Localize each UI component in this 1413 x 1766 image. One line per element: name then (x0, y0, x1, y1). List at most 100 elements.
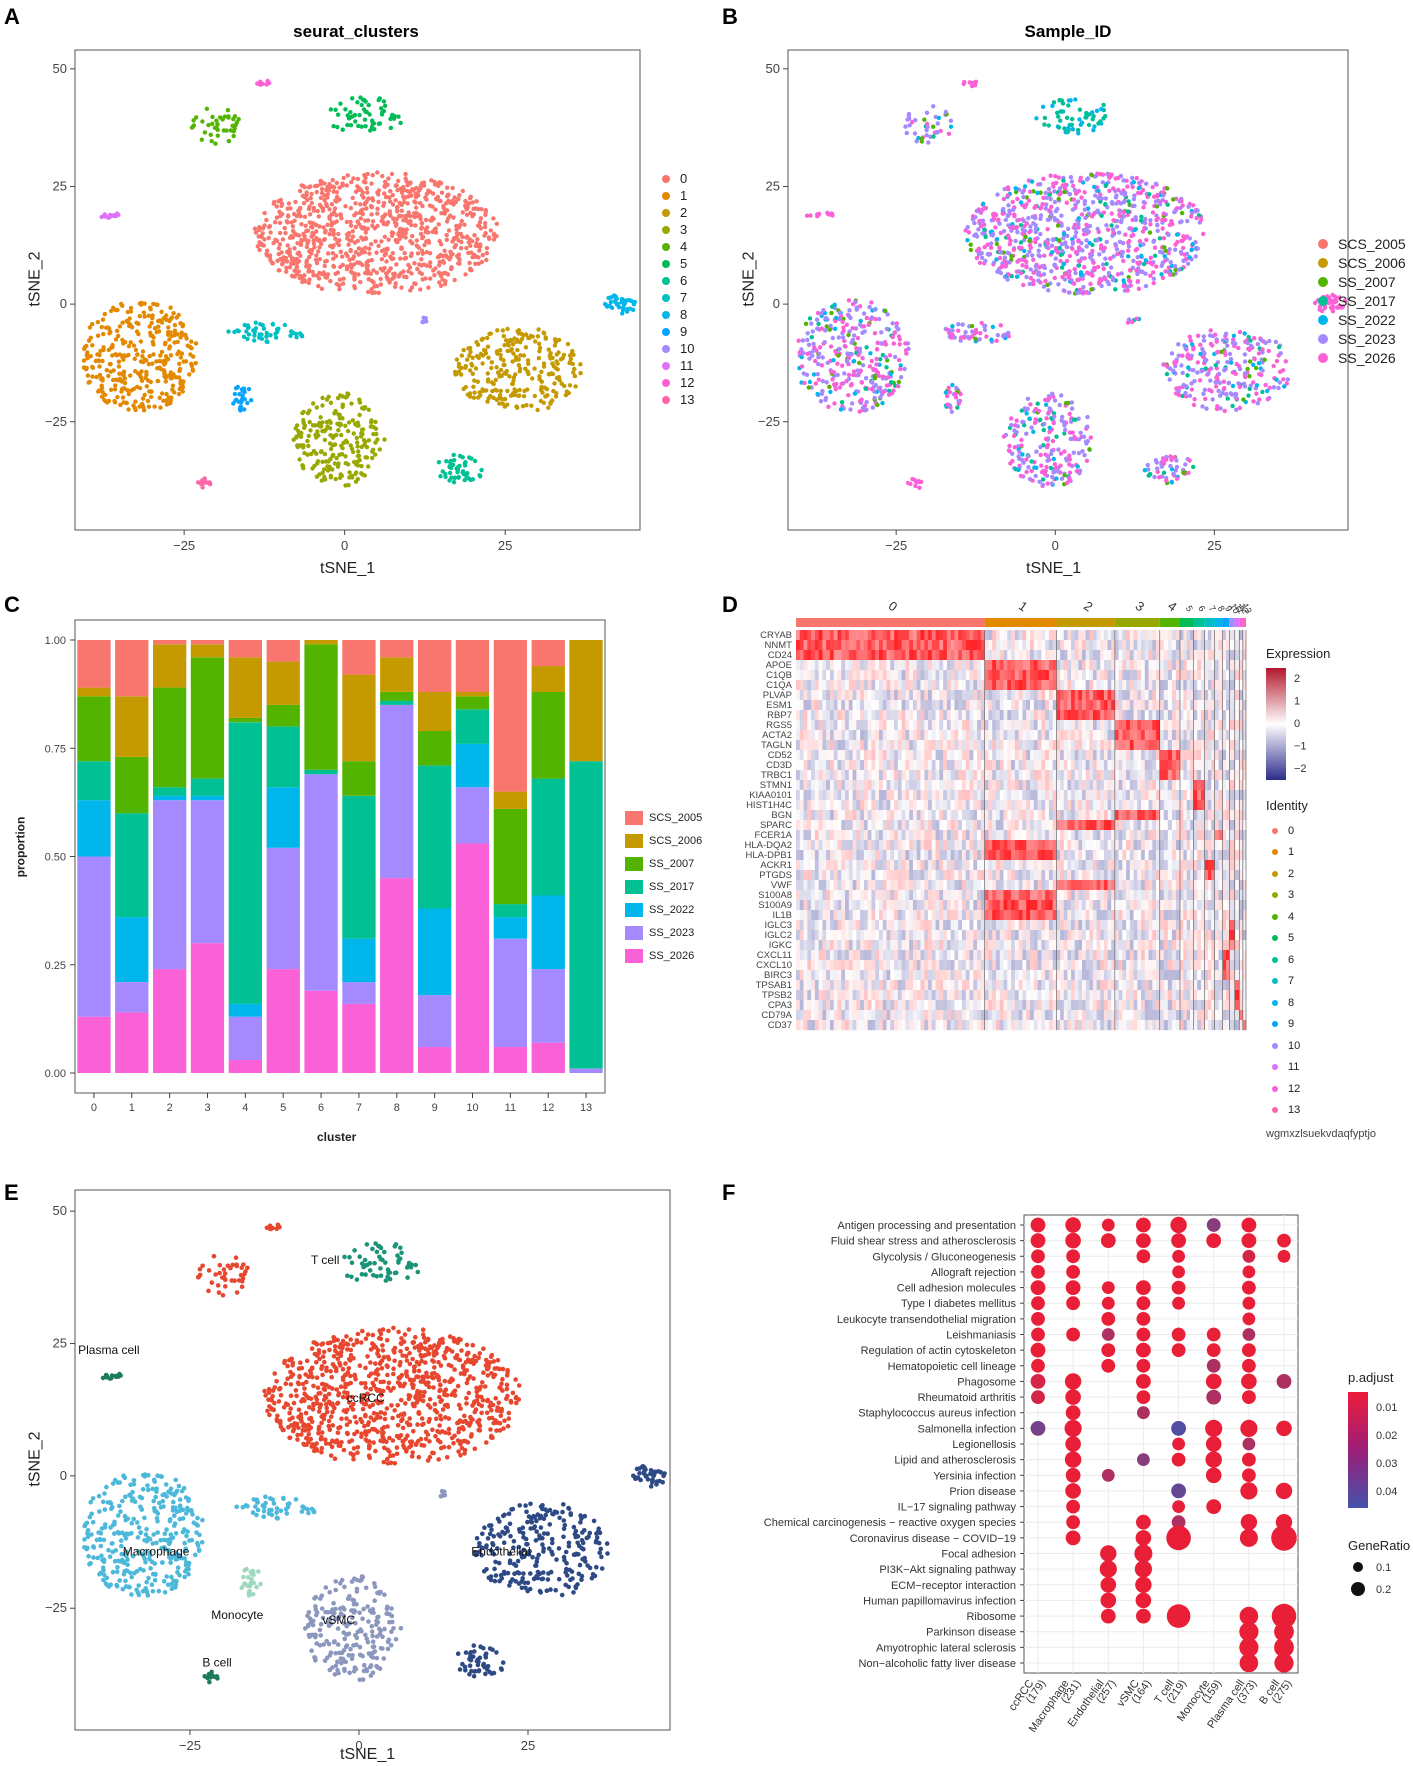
heatmap-cell (867, 630, 872, 641)
tsne-point (370, 196, 375, 201)
tsne-point (190, 368, 196, 373)
legend-swatch (662, 191, 670, 200)
heatmap-cell (999, 670, 1004, 681)
tsne-point (1025, 253, 1030, 258)
tsne-point (986, 252, 991, 257)
heatmap-cell (1186, 660, 1191, 671)
heatmap-cell (920, 670, 925, 681)
heatmap-cell (807, 640, 812, 651)
tsne-point (1098, 172, 1104, 177)
heatmap-cell (1229, 660, 1236, 671)
tsne-point (511, 351, 516, 356)
tsne-point (306, 443, 311, 449)
tsne-point (233, 386, 239, 391)
tsne-point (1121, 278, 1126, 283)
tsne-point (474, 354, 480, 359)
tsne-point (353, 224, 358, 230)
tsne-point (866, 322, 871, 328)
legend-label: 1 (680, 188, 688, 203)
tsne-point (842, 343, 848, 349)
tsne-point (1267, 338, 1272, 344)
bar-segment (493, 938, 527, 1048)
heatmap-cell (1089, 680, 1094, 691)
tsne-point (241, 334, 247, 339)
legend-label: SCS_2006 (649, 834, 703, 847)
legend-item: SS_2017 (625, 875, 702, 898)
tsne-point (825, 360, 830, 365)
tsne-point (924, 133, 929, 138)
heatmap-cell (1045, 670, 1050, 681)
heatmap-cell (954, 670, 959, 681)
heatmap-cell (860, 650, 865, 661)
identity-top-label: 4 (1165, 598, 1180, 614)
tsne-point (158, 405, 163, 410)
tsne-point (373, 426, 379, 431)
tsne-point (357, 112, 362, 118)
tsne-point (924, 110, 930, 116)
tsne-point (804, 372, 810, 377)
identity-bar (1222, 618, 1230, 627)
tsne-point (1024, 411, 1029, 416)
tsne-point (1053, 174, 1058, 179)
tsne-point (180, 385, 186, 390)
legend-swatch (625, 856, 643, 871)
tsne-point (1138, 190, 1143, 196)
heatmap-cell (1175, 650, 1181, 661)
tsne-point (998, 230, 1003, 236)
tsne-point (1015, 274, 1020, 279)
tsne-point (875, 402, 880, 408)
heatmap-cell (1048, 640, 1053, 651)
tsne-point (294, 232, 299, 237)
tsne-point (1048, 465, 1054, 471)
tsne-point (1056, 125, 1062, 130)
tsne-point (472, 254, 478, 259)
tsne-point (1003, 217, 1008, 223)
tsne-point (482, 233, 487, 238)
tsne-point (983, 234, 988, 240)
heatmap-cell (1045, 650, 1050, 661)
tsne-point (323, 275, 328, 280)
tsne-point (1047, 208, 1052, 213)
tsne-point (842, 371, 847, 376)
tsne-point (1263, 382, 1268, 388)
tsne-point (905, 117, 910, 122)
heatmap-cell (1022, 670, 1027, 681)
tsne-point (113, 337, 119, 342)
panel-a: A seurat_clusters −25 0 25 50 25 0 −25 tSNE_1 … (0, 0, 706, 580)
tsne-point (426, 238, 431, 244)
tsne-point (120, 337, 125, 343)
tsne-point (331, 189, 336, 194)
tsne-point (1265, 388, 1270, 394)
heatmap-cell (1197, 630, 1202, 641)
heatmap-cell (1041, 650, 1046, 661)
heatmap-cell (943, 650, 948, 661)
heatmap-cell (1183, 630, 1188, 641)
tsne-point (1200, 346, 1205, 352)
tsne-point (144, 384, 149, 389)
tsne-point (451, 480, 457, 485)
heatmap-cell (1137, 650, 1142, 661)
legend-label: SS_2022 (649, 903, 695, 916)
tsne-point (137, 313, 142, 319)
heatmap-cell (1014, 650, 1019, 661)
tsne-point (855, 368, 860, 373)
tsne-point (310, 230, 315, 236)
heatmap-cell (931, 660, 936, 671)
tsne-point (337, 412, 342, 418)
tsne-point (394, 262, 399, 267)
tsne-point (539, 384, 544, 390)
tsne-point (126, 352, 131, 358)
tsne-point (120, 303, 125, 308)
tsne-point (1076, 437, 1082, 442)
tsne-point (1096, 188, 1101, 194)
tsne-point (1195, 333, 1201, 338)
heatmap-cell (1171, 630, 1177, 641)
tsne-point (369, 181, 374, 186)
tsne-point (1059, 213, 1064, 218)
heatmap-cell (1111, 680, 1116, 691)
tsne-point (1079, 120, 1085, 125)
heatmap-cell (882, 650, 887, 661)
panel-b: B Sample_ID −25 0 25 50 25 0 −25 tSNE_1 tSNE_2… (706, 0, 1413, 580)
y-tick-label: 25 (766, 178, 780, 193)
tsne-point (1195, 360, 1200, 365)
